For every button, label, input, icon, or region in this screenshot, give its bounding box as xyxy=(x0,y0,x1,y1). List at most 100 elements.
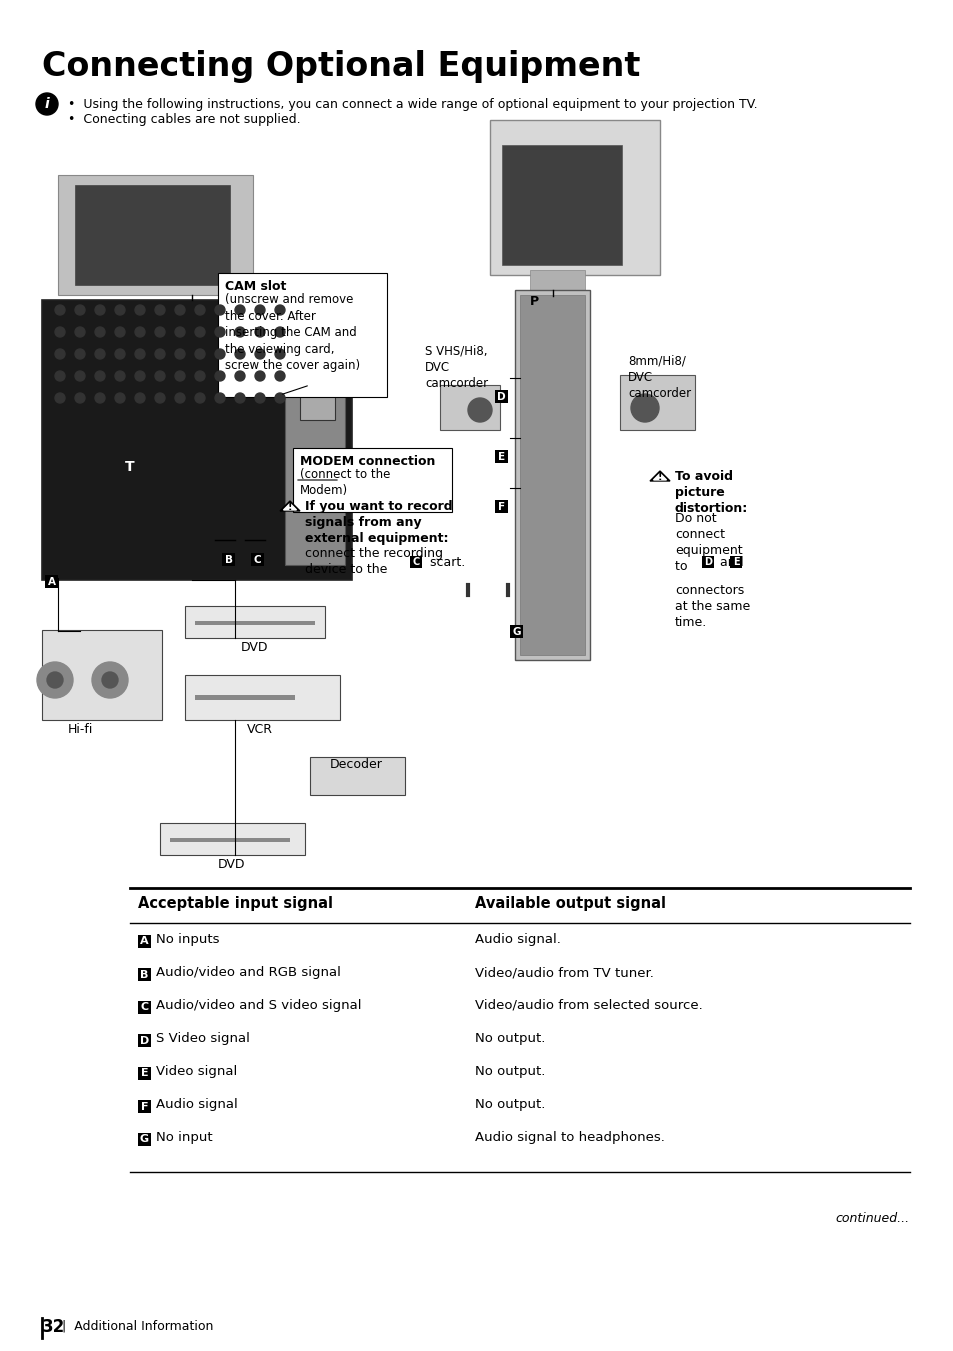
Text: F: F xyxy=(141,1101,148,1112)
Circle shape xyxy=(234,327,245,336)
Text: •  Conecting cables are not supplied.: • Conecting cables are not supplied. xyxy=(68,113,300,126)
Text: Video/audio from selected source.: Video/audio from selected source. xyxy=(475,998,702,1012)
Circle shape xyxy=(174,305,185,315)
Text: (connect to the
Modem): (connect to the Modem) xyxy=(299,467,390,497)
Text: Audio signal.: Audio signal. xyxy=(475,934,560,946)
Circle shape xyxy=(115,305,125,315)
Circle shape xyxy=(214,305,225,315)
Text: S VHS/Hi8,
DVC
camcorder: S VHS/Hi8, DVC camcorder xyxy=(424,345,488,390)
Circle shape xyxy=(115,372,125,381)
Circle shape xyxy=(135,372,145,381)
Text: connectors
at the same
time.: connectors at the same time. xyxy=(675,567,749,630)
Text: Video/audio from TV tuner.: Video/audio from TV tuner. xyxy=(475,966,653,979)
Circle shape xyxy=(234,372,245,381)
Bar xyxy=(170,838,290,842)
Text: Audio signal: Audio signal xyxy=(156,1098,237,1111)
Text: B: B xyxy=(140,970,149,979)
Polygon shape xyxy=(280,501,299,511)
Circle shape xyxy=(630,394,659,422)
Text: 32: 32 xyxy=(42,1319,65,1336)
Text: No input: No input xyxy=(156,1131,213,1144)
Bar xyxy=(410,557,422,569)
FancyBboxPatch shape xyxy=(218,273,387,397)
Text: Audio/video and RGB signal: Audio/video and RGB signal xyxy=(156,966,340,979)
Bar xyxy=(138,935,151,948)
Text: D: D xyxy=(703,557,712,567)
Circle shape xyxy=(95,372,105,381)
Circle shape xyxy=(55,393,65,403)
FancyBboxPatch shape xyxy=(185,607,325,638)
Text: connect the recording
device to the: connect the recording device to the xyxy=(305,547,442,576)
Circle shape xyxy=(274,372,285,381)
Circle shape xyxy=(115,393,125,403)
Circle shape xyxy=(194,393,205,403)
FancyBboxPatch shape xyxy=(75,185,230,285)
Bar xyxy=(138,969,151,981)
Bar xyxy=(194,621,314,626)
Circle shape xyxy=(154,393,165,403)
FancyBboxPatch shape xyxy=(619,376,695,430)
Polygon shape xyxy=(653,473,666,480)
Circle shape xyxy=(154,327,165,336)
Circle shape xyxy=(55,349,65,359)
Text: •  Using the following instructions, you can connect a wide range of optional eq: • Using the following instructions, you … xyxy=(68,99,757,111)
FancyBboxPatch shape xyxy=(160,823,305,855)
Circle shape xyxy=(75,372,85,381)
Text: Audio signal to headphones.: Audio signal to headphones. xyxy=(475,1131,664,1144)
Text: 8mm/Hi8/
DVC
camcorder: 8mm/Hi8/ DVC camcorder xyxy=(627,355,690,400)
FancyBboxPatch shape xyxy=(439,385,499,430)
Text: No output.: No output. xyxy=(475,1032,545,1046)
Text: (unscrew and remove
the cover. After
inserting the CAM and
the veiewing card,
sc: (unscrew and remove the cover. After ins… xyxy=(225,293,359,372)
Bar xyxy=(45,576,58,588)
Circle shape xyxy=(194,372,205,381)
Circle shape xyxy=(274,349,285,359)
Circle shape xyxy=(135,327,145,336)
FancyBboxPatch shape xyxy=(185,676,339,720)
Circle shape xyxy=(55,305,65,315)
Circle shape xyxy=(174,349,185,359)
Circle shape xyxy=(115,327,125,336)
Bar xyxy=(701,557,714,569)
FancyBboxPatch shape xyxy=(530,270,584,290)
Circle shape xyxy=(154,305,165,315)
Text: F: F xyxy=(497,501,505,512)
Bar xyxy=(510,626,522,638)
Text: Acceptable input signal: Acceptable input signal xyxy=(138,896,333,911)
Circle shape xyxy=(135,393,145,403)
Text: A: A xyxy=(140,936,149,947)
Circle shape xyxy=(214,349,225,359)
Bar xyxy=(222,553,235,566)
Bar xyxy=(138,1133,151,1146)
Circle shape xyxy=(174,327,185,336)
Circle shape xyxy=(214,393,225,403)
Circle shape xyxy=(234,393,245,403)
Circle shape xyxy=(174,372,185,381)
Circle shape xyxy=(194,327,205,336)
Circle shape xyxy=(102,671,118,688)
Circle shape xyxy=(75,305,85,315)
Text: G: G xyxy=(512,627,520,636)
Text: VCR: VCR xyxy=(247,723,273,736)
Circle shape xyxy=(194,305,205,315)
Circle shape xyxy=(95,393,105,403)
FancyBboxPatch shape xyxy=(490,120,659,276)
Text: DVD: DVD xyxy=(241,640,269,654)
Text: Connecting Optional Equipment: Connecting Optional Equipment xyxy=(42,50,639,82)
Circle shape xyxy=(254,349,265,359)
Circle shape xyxy=(254,372,265,381)
Text: To avoid
picture
distortion:: To avoid picture distortion: xyxy=(675,470,747,515)
Text: CAM slot: CAM slot xyxy=(225,280,286,293)
Circle shape xyxy=(194,349,205,359)
Bar xyxy=(495,390,508,403)
Text: C: C xyxy=(412,557,419,567)
Text: No output.: No output. xyxy=(475,1065,545,1078)
Text: DVD: DVD xyxy=(218,858,246,871)
FancyBboxPatch shape xyxy=(515,290,589,661)
FancyBboxPatch shape xyxy=(42,630,162,720)
Bar xyxy=(138,1034,151,1047)
Polygon shape xyxy=(283,504,296,509)
Bar xyxy=(138,1100,151,1113)
Text: No output.: No output. xyxy=(475,1098,545,1111)
Text: and: and xyxy=(716,557,747,569)
Circle shape xyxy=(95,327,105,336)
